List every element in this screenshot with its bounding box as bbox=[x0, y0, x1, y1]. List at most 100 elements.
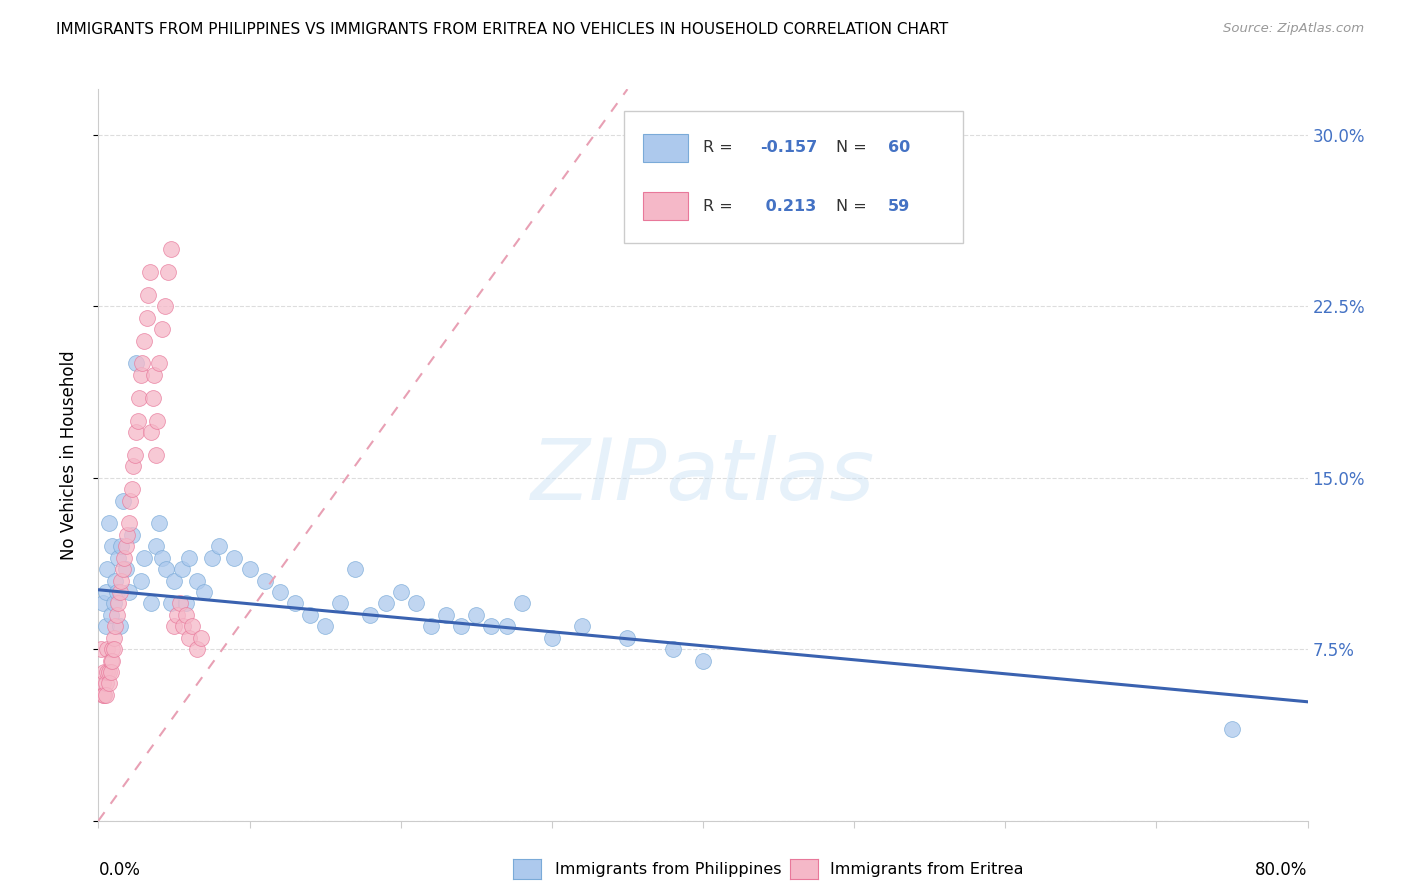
Point bbox=[108, 585, 131, 599]
Point bbox=[142, 391, 165, 405]
Point bbox=[571, 619, 593, 633]
Text: Immigrants from Eritrea: Immigrants from Eritrea bbox=[830, 863, 1024, 877]
Point bbox=[103, 631, 125, 645]
Point bbox=[146, 414, 169, 428]
Point bbox=[166, 607, 188, 622]
Point bbox=[121, 528, 143, 542]
Text: R =: R = bbox=[703, 199, 738, 214]
Point bbox=[98, 516, 121, 531]
Point bbox=[110, 539, 132, 553]
Point bbox=[360, 607, 382, 622]
Point bbox=[103, 642, 125, 657]
Point bbox=[96, 665, 118, 679]
Point bbox=[135, 310, 157, 325]
Point bbox=[108, 619, 131, 633]
Point bbox=[122, 459, 145, 474]
Point bbox=[118, 585, 141, 599]
Point bbox=[148, 356, 170, 371]
Text: 0.213: 0.213 bbox=[759, 199, 815, 214]
Text: R =: R = bbox=[703, 140, 738, 155]
Point bbox=[100, 665, 122, 679]
Point bbox=[132, 550, 155, 565]
Point bbox=[114, 539, 136, 553]
Point bbox=[93, 688, 115, 702]
Point bbox=[104, 619, 127, 633]
Text: Source: ZipAtlas.com: Source: ZipAtlas.com bbox=[1223, 22, 1364, 36]
Point bbox=[100, 607, 122, 622]
Point bbox=[174, 607, 197, 622]
Point bbox=[107, 550, 129, 565]
Point bbox=[253, 574, 276, 588]
Point bbox=[208, 539, 231, 553]
Point bbox=[124, 448, 146, 462]
Point bbox=[420, 619, 443, 633]
Point bbox=[110, 574, 132, 588]
Point bbox=[329, 597, 352, 611]
Point bbox=[94, 676, 117, 690]
Point bbox=[94, 619, 117, 633]
Point bbox=[163, 619, 186, 633]
Point bbox=[103, 597, 125, 611]
Point bbox=[1220, 723, 1243, 737]
Point bbox=[125, 425, 148, 439]
Text: 59: 59 bbox=[889, 199, 910, 214]
Point bbox=[186, 642, 208, 657]
Point bbox=[284, 597, 307, 611]
Point bbox=[224, 550, 246, 565]
Point bbox=[344, 562, 367, 576]
Point bbox=[181, 619, 204, 633]
Point bbox=[115, 528, 138, 542]
Point bbox=[107, 597, 129, 611]
Point bbox=[112, 550, 135, 565]
Point bbox=[186, 574, 208, 588]
Point bbox=[145, 539, 167, 553]
Point bbox=[155, 562, 177, 576]
Point bbox=[179, 631, 201, 645]
Point bbox=[105, 585, 128, 599]
Point bbox=[153, 299, 176, 313]
Point bbox=[96, 562, 118, 576]
Text: -0.157: -0.157 bbox=[759, 140, 817, 155]
Point bbox=[111, 493, 134, 508]
Point bbox=[141, 425, 163, 439]
Point bbox=[510, 597, 533, 611]
Point bbox=[465, 607, 488, 622]
FancyBboxPatch shape bbox=[643, 193, 689, 220]
Point bbox=[121, 482, 143, 496]
Point bbox=[160, 242, 183, 256]
Point bbox=[190, 631, 212, 645]
Text: N =: N = bbox=[837, 199, 872, 214]
Point bbox=[193, 585, 215, 599]
Point bbox=[125, 356, 148, 371]
Point bbox=[96, 642, 118, 657]
Point bbox=[128, 391, 150, 405]
Point bbox=[101, 654, 124, 668]
Point bbox=[540, 631, 562, 645]
Point bbox=[692, 654, 714, 668]
Point bbox=[91, 676, 114, 690]
Point bbox=[111, 562, 134, 576]
Point bbox=[91, 597, 114, 611]
Point bbox=[129, 368, 152, 382]
Point bbox=[156, 265, 179, 279]
Text: IMMIGRANTS FROM PHILIPPINES VS IMMIGRANTS FROM ERITREA NO VEHICLES IN HOUSEHOLD : IMMIGRANTS FROM PHILIPPINES VS IMMIGRANT… bbox=[56, 22, 949, 37]
Point bbox=[139, 265, 162, 279]
Point bbox=[94, 688, 117, 702]
Point bbox=[136, 288, 159, 302]
Point bbox=[93, 665, 115, 679]
Text: N =: N = bbox=[837, 140, 872, 155]
Point bbox=[160, 597, 183, 611]
Point bbox=[127, 414, 149, 428]
Text: ZIPatlas: ZIPatlas bbox=[531, 435, 875, 518]
Point bbox=[179, 550, 201, 565]
Point bbox=[100, 654, 122, 668]
Point bbox=[389, 585, 412, 599]
Point bbox=[495, 619, 517, 633]
Point bbox=[98, 665, 121, 679]
Point bbox=[132, 334, 155, 348]
Point bbox=[174, 597, 197, 611]
Point bbox=[105, 607, 128, 622]
Point bbox=[145, 448, 167, 462]
Point bbox=[172, 619, 194, 633]
Point bbox=[91, 688, 114, 702]
